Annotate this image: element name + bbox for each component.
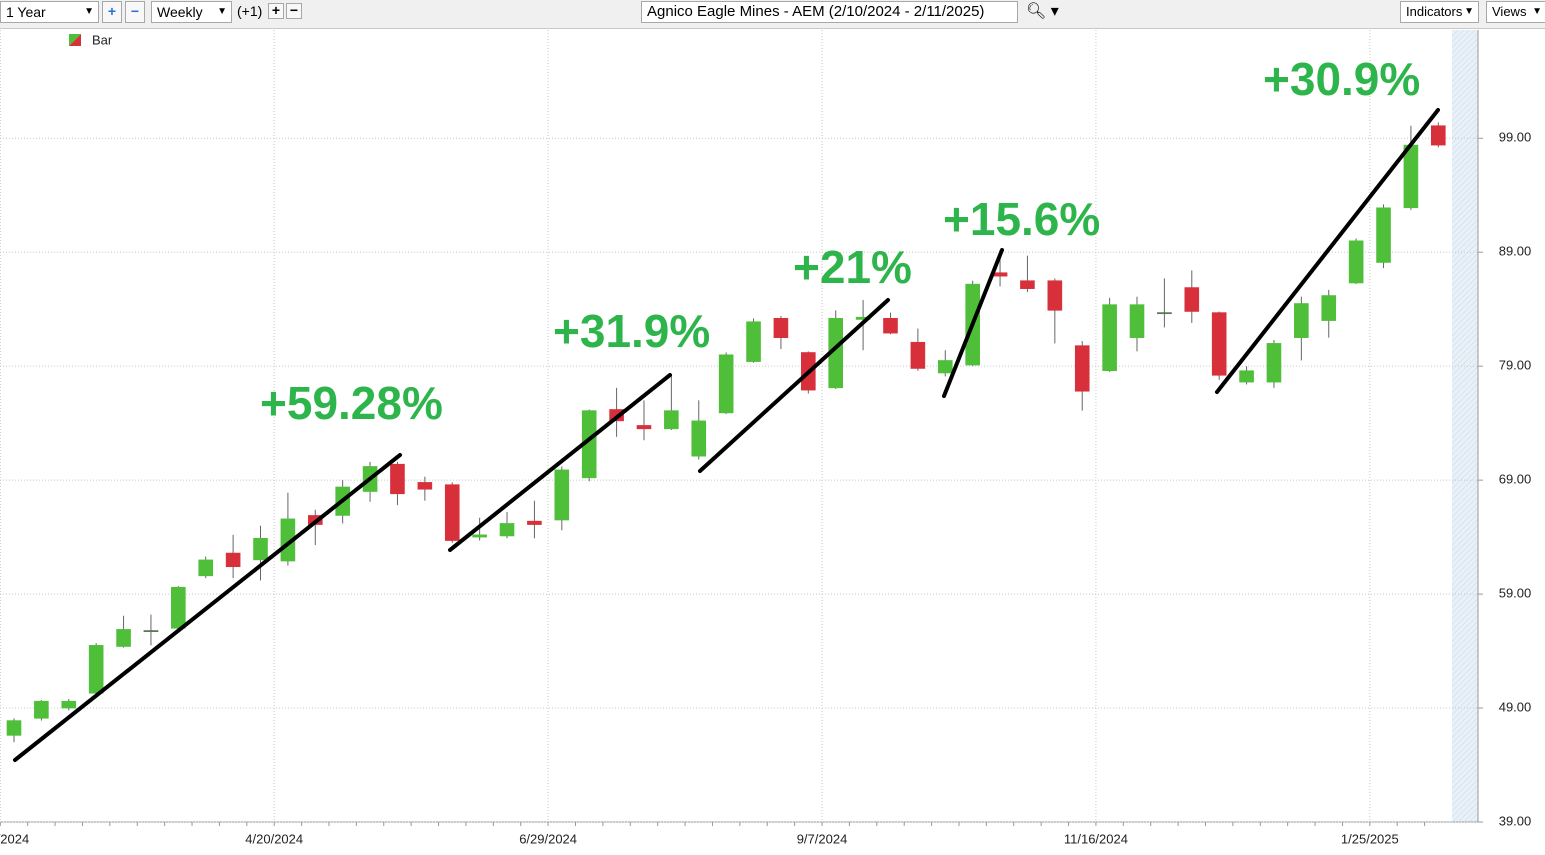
- chart: 39.00 49.00 59.00 69.00 79.00 89.00 99.00 2/10/…: [0, 30, 1531, 846]
- candle-body: [1266, 343, 1282, 383]
- interval-text: Weekly: [157, 4, 203, 20]
- x-tick-label: 4/20/2024: [245, 831, 303, 846]
- offset-plus[interactable]: +: [268, 3, 284, 19]
- candle-body: [691, 420, 707, 457]
- gain-annotation: +59.28%: [260, 377, 443, 429]
- gain-annotation: +30.9%: [1263, 53, 1420, 105]
- candle-body: [773, 318, 789, 338]
- x-tick-label: 1/25/2025: [1341, 831, 1399, 846]
- x-tick-label: 9/7/2024: [797, 831, 848, 846]
- legend-icon-down: [69, 34, 81, 46]
- views-text: Views: [1492, 4, 1527, 19]
- title-text: Agnico Eagle Mines - AEM (2/10/2024 - 2/…: [647, 3, 985, 20]
- candle-body: [499, 523, 515, 537]
- candle-body: [1294, 303, 1309, 338]
- range-select[interactable]: 1 Year ▼: [0, 1, 99, 23]
- candle-body: [253, 537, 268, 561]
- candle-body: [61, 700, 77, 709]
- candle-body: [198, 559, 214, 577]
- zoom-in[interactable]: +: [102, 1, 122, 23]
- gain-annotation: +21%: [793, 241, 912, 293]
- candle-body: [116, 629, 131, 647]
- trend-line: [698, 298, 890, 473]
- candles: [6, 122, 1446, 743]
- candle-body: [1321, 295, 1337, 321]
- candle-body: [1239, 370, 1254, 383]
- candle-body: [472, 534, 487, 538]
- x-tick-label: 2/10/2024: [0, 831, 29, 846]
- y-tick-label: 89.00: [1499, 244, 1532, 259]
- candle-body: [6, 720, 22, 736]
- future-area: [1452, 30, 1478, 822]
- grid: 39.00 49.00 59.00 69.00 79.00 89.00 99.00 2/10/…: [0, 30, 1531, 846]
- gain-annotation: +15.6%: [943, 193, 1100, 245]
- candle-body: [937, 360, 953, 374]
- candle-body: [992, 272, 1008, 277]
- candle-body: [444, 484, 460, 541]
- offset-minus[interactable]: −: [286, 3, 302, 19]
- trend-lines: [13, 108, 1440, 762]
- symbol-title[interactable]: Agnico Eagle Mines - AEM (2/10/2024 - 2/…: [641, 1, 1018, 23]
- indicators-button[interactable]: Indicators ▼: [1400, 1, 1479, 23]
- candle-body: [1102, 304, 1117, 372]
- candle-body: [1047, 280, 1063, 311]
- trend-line: [942, 248, 1004, 398]
- candle-body: [883, 318, 898, 334]
- candle-body: [88, 645, 104, 694]
- toolbar: 1 Year ▼ + − Weekly ▼ (+1) + − Agnico Eagl…: [0, 0, 1545, 29]
- candle-body: [1184, 287, 1200, 312]
- views-button[interactable]: Views ▼: [1486, 1, 1545, 23]
- candle-body: [143, 630, 159, 632]
- candle-body: [1157, 312, 1172, 315]
- indicators-text: Indicators: [1406, 4, 1463, 19]
- legend: Bar: [69, 32, 113, 47]
- trend-line: [1215, 108, 1440, 394]
- candle-body: [1348, 240, 1364, 284]
- candle-body: [527, 520, 542, 525]
- y-tick-label: 99.00: [1499, 130, 1532, 145]
- y-tick-label: 69.00: [1499, 472, 1532, 487]
- y-tick-label: 79.00: [1499, 358, 1532, 373]
- candle-body: [1020, 280, 1035, 289]
- x-tick-label: 6/29/2024: [519, 831, 577, 846]
- y-tick-label: 49.00: [1499, 699, 1532, 714]
- candle-body: [1129, 304, 1145, 338]
- candle-body: [34, 700, 49, 719]
- annotations: +59.28% +31.9% +21% +15.6% +30.9%: [260, 53, 1420, 429]
- candle-body: [1376, 207, 1391, 263]
- interval-select[interactable]: Weekly ▼: [151, 1, 232, 23]
- range-text: 1 Year: [6, 4, 46, 20]
- y-tick-label: 59.00: [1499, 586, 1532, 601]
- x-tick-label: 11/16/2024: [1064, 831, 1128, 846]
- candle-body: [1211, 312, 1227, 376]
- zoom-out[interactable]: −: [125, 1, 145, 23]
- gain-annotation: +31.9%: [553, 305, 710, 357]
- candle-body: [1074, 345, 1090, 392]
- candle-body: [664, 410, 679, 430]
- candle-body: [554, 469, 570, 521]
- candle-body: [910, 341, 926, 369]
- candle-body: [1403, 144, 1419, 209]
- offset-text: (+1): [237, 3, 263, 19]
- candle-body: [171, 586, 186, 629]
- candle-body: [417, 482, 433, 490]
- trend-line: [13, 453, 402, 762]
- candle-body: [390, 463, 405, 495]
- candle-body: [718, 354, 734, 414]
- search-button[interactable]: 🔍︎ ▾: [1026, 3, 1059, 20]
- legend-label: Bar: [92, 32, 113, 47]
- candle-body: [1431, 125, 1446, 146]
- candle-body: [746, 321, 761, 362]
- candle-body: [636, 425, 652, 430]
- y-tick-label: 39.00: [1499, 813, 1532, 828]
- trend-line: [448, 373, 672, 552]
- candle-body: [225, 552, 241, 568]
